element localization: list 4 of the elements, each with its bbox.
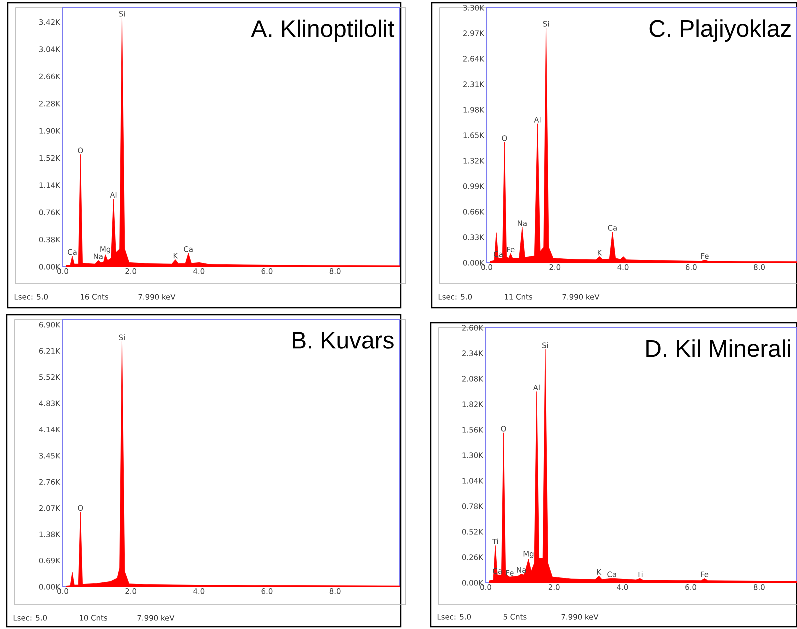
chart-title: B. Kuvars: [293, 332, 394, 349]
chart-title: A. Klinoptilolit: [251, 20, 395, 42]
chart-title: C. Plajiyoklaz: [650, 20, 791, 42]
chart-title: D. Kil Minerali: [646, 340, 790, 358]
